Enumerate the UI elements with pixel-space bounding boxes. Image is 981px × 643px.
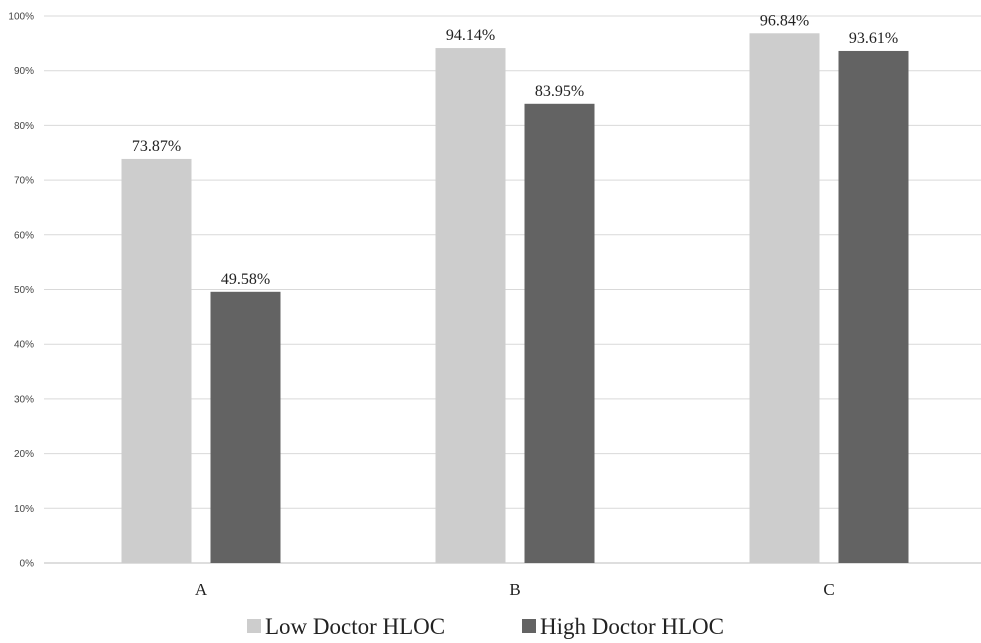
y-tick-label: 80%: [14, 121, 34, 132]
x-tick-label: C: [823, 580, 834, 599]
legend-label: High Doctor HLOC: [540, 614, 724, 639]
y-tick-label: 90%: [14, 66, 34, 77]
y-tick-label: 40%: [14, 340, 34, 351]
bar-b-series-1: [435, 48, 506, 563]
y-axis-ticks: 0% 10% 20% 30% 40% 50% 60% 70% 80% 90% 100%: [8, 12, 34, 570]
bar-b-series-2: [524, 103, 595, 563]
bar-a-series-2: [210, 291, 281, 563]
legend: Low Doctor HLOC High Doctor HLOC: [247, 614, 724, 639]
data-label: 83.95%: [535, 83, 584, 100]
legend-label: Low Doctor HLOC: [265, 614, 445, 639]
data-label: 96.84%: [760, 12, 809, 29]
y-tick-label: 10%: [14, 504, 34, 515]
y-tick-label: 20%: [14, 449, 34, 460]
data-label: 49.58%: [221, 271, 270, 288]
legend-swatch: [522, 619, 536, 633]
data-label: 73.87%: [132, 138, 181, 155]
gridlines: [44, 15, 981, 564]
y-tick-label: 50%: [14, 285, 34, 296]
data-labels: 73.87% 49.58% 94.14% 83.95% 96.84% 93.61%: [132, 12, 898, 288]
x-tick-label: B: [509, 580, 520, 599]
bar-a-series-1: [121, 158, 192, 564]
data-label: 94.14%: [446, 27, 495, 44]
data-label: 93.61%: [849, 30, 898, 47]
x-axis-ticks: A B C: [195, 580, 835, 599]
y-tick-label: 100%: [8, 12, 34, 23]
bars: [121, 33, 909, 564]
legend-swatch: [247, 619, 261, 633]
x-tick-label: A: [195, 580, 208, 599]
y-tick-label: 70%: [14, 176, 34, 187]
bar-c-series-1: [749, 33, 820, 563]
bar-c-series-2: [838, 50, 909, 563]
y-tick-label: 0%: [20, 559, 35, 570]
y-tick-label: 30%: [14, 394, 34, 405]
y-tick-label: 60%: [14, 230, 34, 241]
